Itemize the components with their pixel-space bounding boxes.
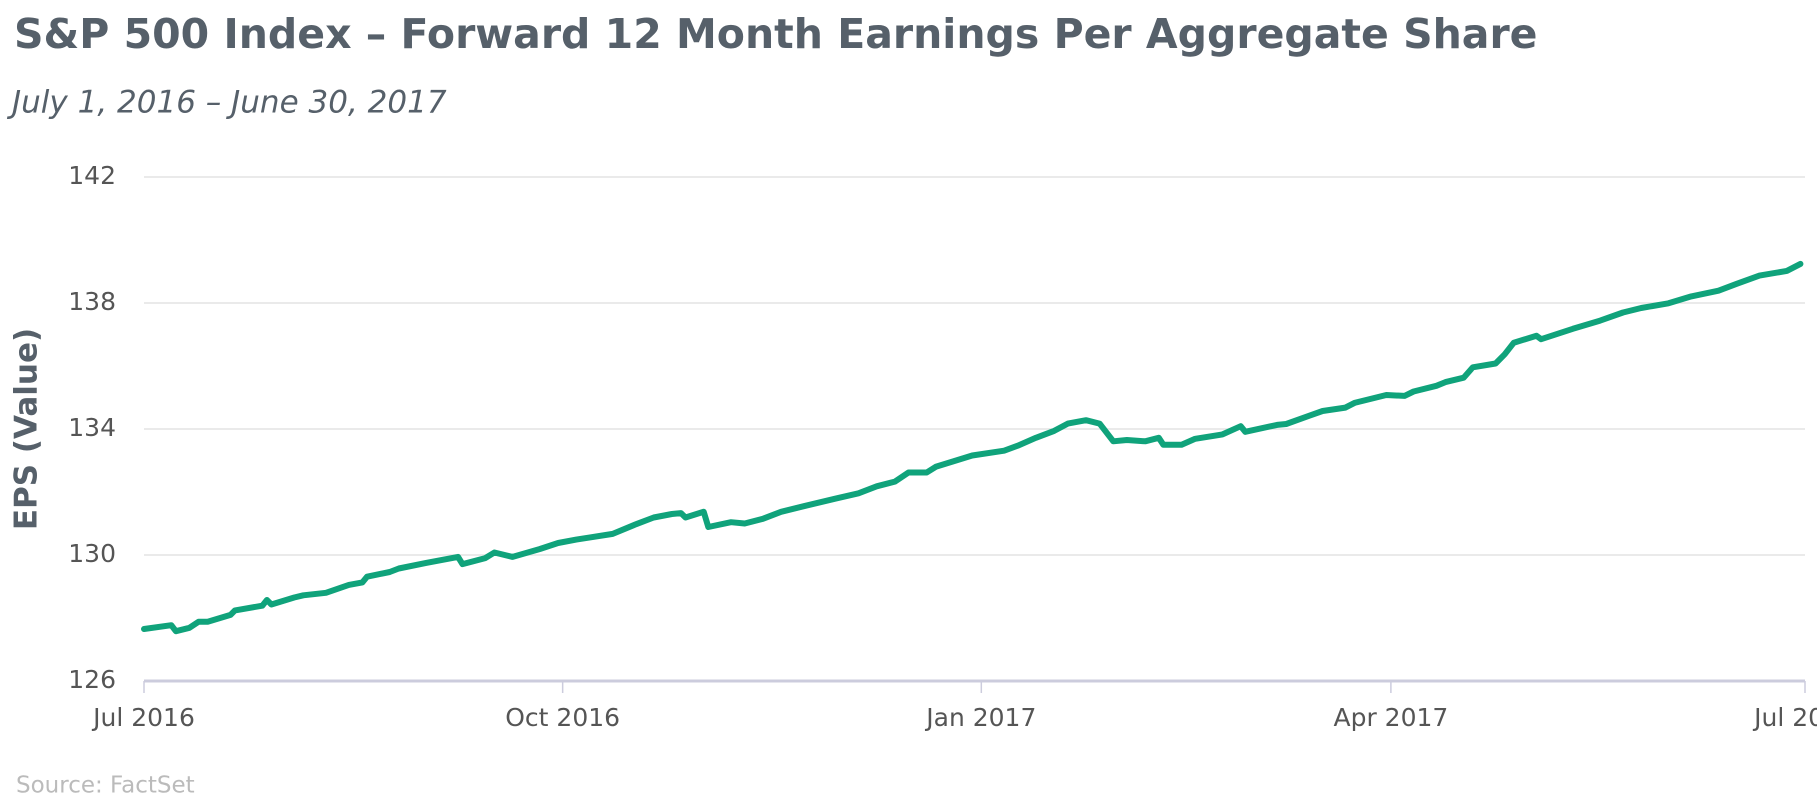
y-tick-label: 138 <box>68 287 116 316</box>
chart-title: S&P 500 Index – Forward 12 Month Earning… <box>14 10 1538 58</box>
x-tick-label: Jul 2016 <box>91 703 195 732</box>
chart-subtitle: July 1, 2016 – June 30, 2017 <box>6 85 447 121</box>
y-tick-label: 126 <box>68 665 116 694</box>
y-tick-label: 142 <box>68 161 116 190</box>
y-axis-label: EPS (Value) <box>9 328 45 530</box>
y-tick-label: 134 <box>68 413 116 442</box>
source-note: Source: FactSet <box>16 773 195 799</box>
y-tick-label: 130 <box>68 539 116 568</box>
x-tick-label: Jul 2017 <box>1752 703 1817 732</box>
data-line <box>141 260 1804 635</box>
x-tick-label: Apr 2017 <box>1333 703 1448 732</box>
x-tick-label: Jan 2017 <box>924 703 1036 732</box>
x-tick-label: Oct 2016 <box>505 703 620 732</box>
